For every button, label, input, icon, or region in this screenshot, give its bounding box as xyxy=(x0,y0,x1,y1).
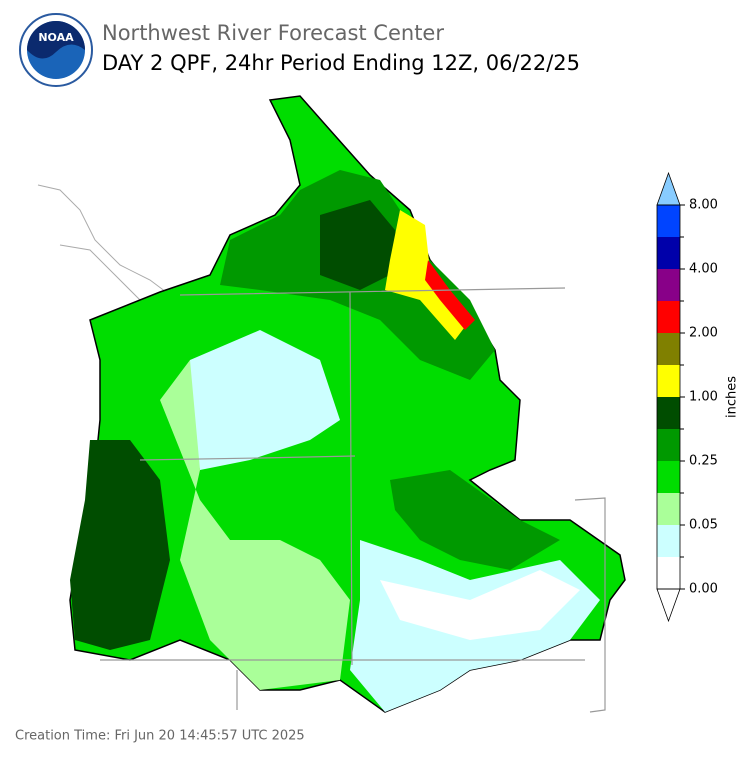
agency-title: Northwest River Forecast Center xyxy=(102,21,444,45)
colorbar-bin xyxy=(657,205,680,237)
colorbar-tick-label: 2.00 xyxy=(689,326,718,341)
colorbar: 0.00 0.05 0.25 1.00 2.00 4.00 8.00 xyxy=(656,171,718,623)
colorbar-bin xyxy=(657,237,680,269)
colorbar-bin xyxy=(657,333,680,365)
colorbar-bin xyxy=(657,429,680,461)
colorbar-bin xyxy=(657,269,680,301)
colorbar-tick-label: 0.00 xyxy=(689,582,718,597)
colorbar-tick-label: 8.00 xyxy=(689,198,718,213)
colorbar-bin xyxy=(657,525,680,557)
colorbar-label: inches xyxy=(725,376,740,418)
colorbar-tick-label: 0.25 xyxy=(689,454,718,469)
map xyxy=(37,95,626,713)
colorbar-tick-label: 4.00 xyxy=(689,262,718,277)
logo-text: NOAA xyxy=(38,31,74,44)
creation-time: Creation Time: Fri Jun 20 14:45:57 UTC 2… xyxy=(15,729,305,744)
map-title: DAY 2 QPF, 24hr Period Ending 12Z, 06/22… xyxy=(102,51,580,75)
colorbar-tick-label: 0.05 xyxy=(689,518,718,533)
colorbar-extend-bottom xyxy=(656,588,681,623)
colorbar-bin xyxy=(657,493,680,525)
colorbar-bin xyxy=(657,557,680,589)
colorbar-tick-label: 1.00 xyxy=(689,390,718,405)
colorbar-bin xyxy=(657,301,680,333)
colorbar-extend-top xyxy=(656,171,681,206)
colorbar-bin xyxy=(657,397,680,429)
noaa-logo: NOAA xyxy=(19,13,93,87)
colorbar-bin xyxy=(657,365,680,397)
colorbar-bin xyxy=(657,461,680,493)
